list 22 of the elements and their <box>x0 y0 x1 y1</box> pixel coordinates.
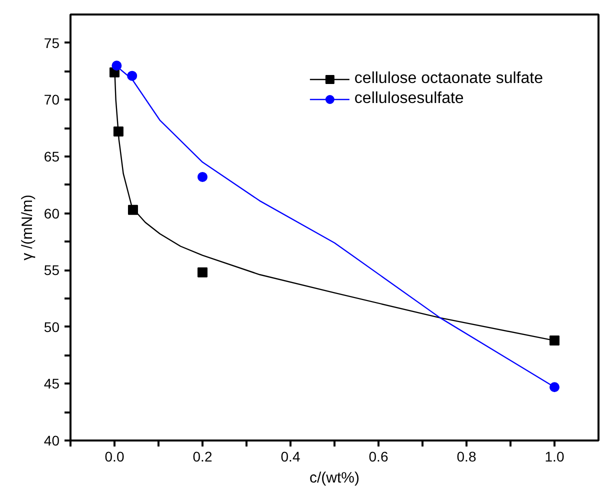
legend-label: cellulose octaonate sulfate <box>354 70 543 88</box>
point <box>198 267 208 278</box>
point <box>550 336 560 346</box>
x-tick-label: 0.2 <box>192 448 212 464</box>
x-tick-label: 0.8 <box>456 448 476 464</box>
y-tick-label: 50 <box>44 318 60 335</box>
point <box>198 172 208 182</box>
y-tick-label: 75 <box>44 34 60 51</box>
y-axis-title: γ /(mN/m) <box>18 194 36 260</box>
x-tick-label: 0.0 <box>104 448 124 464</box>
legend-label: cellulosesulfate <box>354 90 464 108</box>
x-axis-title: c/(wt%) <box>310 470 360 486</box>
y-tick-label: 45 <box>44 376 60 392</box>
y-tick-label: 55 <box>44 262 60 278</box>
x-tick-label: 0.4 <box>280 448 300 464</box>
y-tick-label: 70 <box>44 92 60 108</box>
x-tick-label: 1.0 <box>544 448 564 464</box>
y-tick-label: 60 <box>44 205 60 222</box>
x-tick-label: 0.6 <box>368 448 388 464</box>
point <box>550 382 560 392</box>
y-tick-label: 40 <box>44 432 60 448</box>
y-tick-label: 65 <box>44 148 60 164</box>
